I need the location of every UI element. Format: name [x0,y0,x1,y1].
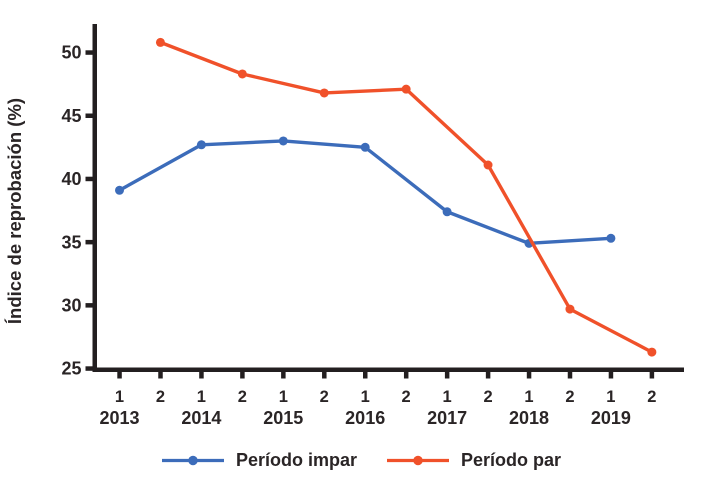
data-point-impar [606,233,616,243]
x-year-label: 2019 [591,408,631,428]
legend-label-impar: Período impar [235,450,357,470]
data-point-impar [360,142,370,152]
data-point-par [155,37,165,47]
series-line-impar [117,139,613,246]
y-tick-label: 50 [61,43,81,63]
data-point-par [401,84,411,94]
data-point-par [319,88,329,98]
legend-item-periodo-impar: Período impar [160,450,357,471]
y-tick [85,239,93,245]
y-tick-label: 40 [61,169,81,189]
x-period-label: 1 [524,388,533,406]
x-tick [199,372,204,379]
legend-dot-par-icon [413,455,423,466]
x-period-label: 2 [565,388,574,406]
data-point-par [647,347,657,357]
x-tick [403,372,409,379]
legend-marker-par-icon [387,455,449,466]
x-tick [240,372,245,379]
legend-marker-impar-icon [161,455,224,466]
x-tick [526,372,532,379]
x-period-label: 1 [606,388,615,406]
y-tick [85,366,93,371]
data-point-impar [442,207,452,217]
x-tick [608,372,614,379]
x-tick [485,372,491,379]
x-year-label: 2013 [99,408,139,428]
data-point-par [237,69,247,79]
y-tick-label: 35 [61,232,81,252]
x-period-label: 1 [361,388,370,406]
legend-item-periodo-par: Período par [385,450,561,471]
y-tick-label: 45 [61,106,81,126]
x-tick [649,372,655,379]
data-point-impar [278,136,288,146]
x-period-label: 1 [279,388,288,406]
x-period-label: 2 [320,388,329,406]
x-period-label: 1 [197,388,206,406]
data-point-impar [196,140,206,150]
x-year-label: 2017 [427,408,467,428]
x-year-label: 2018 [509,408,549,428]
x-year-label: 2016 [345,408,385,428]
x-year-label: 2014 [181,408,221,428]
y-tick [85,176,93,182]
y-tick-label: 25 [61,359,81,379]
x-tick [322,372,327,379]
x-year-label: 2015 [263,408,303,428]
y-axis-line [92,24,97,372]
x-tick [363,372,368,379]
x-period-label: 2 [238,388,247,406]
data-point-impar [115,185,124,195]
x-tick [158,372,163,379]
legend: Período impar Período par [0,450,721,471]
legend-label-par: Período par [461,450,562,470]
x-period-label: 2 [402,388,411,406]
y-tick-label: 30 [61,296,81,316]
x-tick [444,372,450,379]
y-tick [85,303,93,308]
y-axis-title: Índice de reprobación (%) [4,98,25,324]
data-point-par [483,160,493,170]
line-chart: Índice de reprobación (%) 25 30 35 40 45 50 1 2 1… [4,24,684,428]
x-period-label: 2 [156,388,165,406]
y-tick [85,50,93,55]
x-period-label: 2 [647,388,656,406]
x-period-label: 1 [443,388,452,406]
x-axis-line [92,367,684,372]
x-tick [567,372,573,379]
legend-dot-impar-icon [188,455,198,466]
y-tick [85,113,93,118]
x-tick [117,372,122,379]
x-period-label: 1 [115,388,124,406]
x-tick [281,372,286,379]
x-period-label: 2 [483,388,492,406]
data-point-par [565,304,575,314]
